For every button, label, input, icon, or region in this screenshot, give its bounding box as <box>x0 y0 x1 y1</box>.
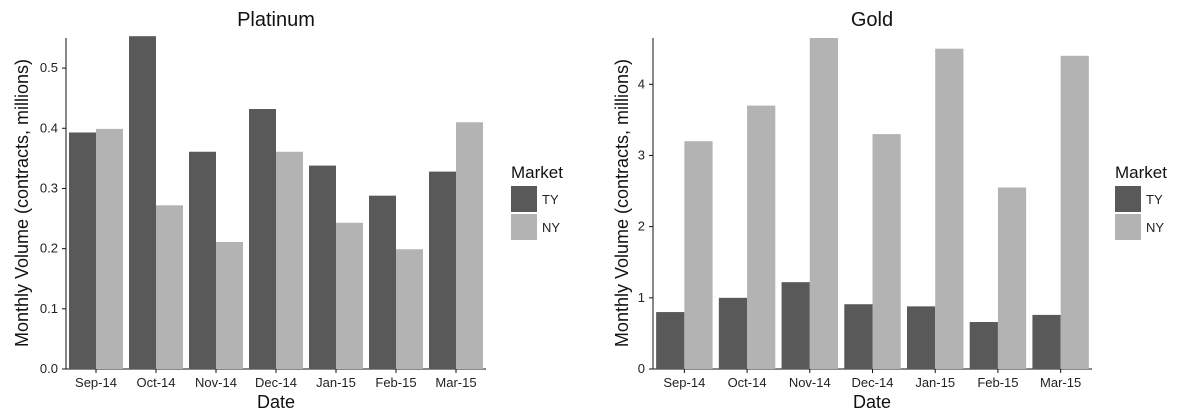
gold-panel: Gold 0 1 2 3 4 Sep-14 Oct-14 Nov-14 Dec-14 Jan-15 F… <box>612 9 1167 412</box>
platinum-x-tick-label: Feb-15 <box>375 375 416 390</box>
gold-y-axis-title: Monthly Volume (contracts, millions) <box>612 59 632 347</box>
platinum-x-axis-title: Date <box>257 392 295 412</box>
gold-bar-ty-mar-15 <box>1032 314 1061 369</box>
platinum-x-tick-label: Oct-14 <box>136 375 175 390</box>
platinum-bar-ty-jan-15 <box>309 165 336 369</box>
platinum-bar-ty-feb-15 <box>369 195 396 369</box>
gold-bar-ny-jan-15 <box>935 48 964 369</box>
gold-x-tick-label: Nov-14 <box>789 375 831 390</box>
gold-bar-ty-jan-15 <box>906 306 936 369</box>
platinum-bar-ty-mar-15 <box>429 171 456 369</box>
gold-x-tick-label: Dec-14 <box>852 375 894 390</box>
platinum-bar-ny-nov-14 <box>216 242 243 369</box>
platinum-bar-ny-feb-15 <box>396 249 423 369</box>
gold-legend-swatch-ny <box>1115 214 1141 240</box>
platinum-y-tick-label: 0.3 <box>40 180 58 195</box>
gold-legend-title: Market <box>1115 163 1167 182</box>
platinum-x-tick-label: Jan-15 <box>316 375 356 390</box>
gold-bar-ny-nov-14 <box>809 38 839 369</box>
gold-x-tick-label: Jan-15 <box>915 375 955 390</box>
platinum-bar-ny-mar-15 <box>456 122 483 369</box>
platinum-bar-ty-sep-14 <box>69 132 96 369</box>
platinum-x-tick-label: Nov-14 <box>195 375 237 390</box>
gold-bar-ny-oct-14 <box>747 105 776 369</box>
gold-y-tick-label: 0 <box>638 361 645 376</box>
platinum-bar-ty-dec-14 <box>249 109 276 370</box>
platinum-legend-label-ny: NY <box>542 220 560 235</box>
platinum-y-tick-label: 0.2 <box>40 241 58 256</box>
gold-bar-ty-oct-14 <box>718 297 748 369</box>
gold-bar-ty-feb-15 <box>969 322 998 369</box>
gold-legend-label-ty: TY <box>1146 192 1163 207</box>
platinum-legend-title: Market <box>511 163 563 182</box>
platinum-y-axis-title: Monthly Volume (contracts, millions) <box>12 59 32 347</box>
gold-bar-ny-mar-15 <box>1060 55 1089 369</box>
platinum-chart-title: Platinum <box>237 9 315 31</box>
platinum-bar-ny-sep-14 <box>96 128 123 369</box>
gold-legend-label-ny: NY <box>1146 220 1164 235</box>
platinum-bar-ny-oct-14 <box>156 205 183 369</box>
platinum-bar-ny-dec-14 <box>276 151 303 369</box>
platinum-y-tick-label: 0.1 <box>40 301 58 316</box>
gold-bar-ty-sep-14 <box>656 312 685 369</box>
gold-bar-ny-sep-14 <box>684 141 713 369</box>
platinum-bar-ny-jan-15 <box>336 222 363 369</box>
gold-x-tick-label: Oct-14 <box>728 375 767 390</box>
gold-bar-ny-feb-15 <box>997 187 1027 369</box>
gold-bar-ty-nov-14 <box>781 282 810 369</box>
platinum-legend-swatch-ny <box>511 214 537 240</box>
gold-bar-ty-dec-14 <box>844 304 873 369</box>
gold-bar-ny-dec-14 <box>872 134 901 369</box>
gold-y-tick-label: 3 <box>638 147 645 162</box>
platinum-legend-label-ty: TY <box>542 192 559 207</box>
gold-y-tick-label: 1 <box>638 290 645 305</box>
platinum-x-tick-label: Sep-14 <box>75 375 117 390</box>
platinum-y-tick-label: 0.4 <box>40 120 58 135</box>
gold-x-tick-label: Feb-15 <box>977 375 1018 390</box>
platinum-x-tick-label: Mar-15 <box>435 375 476 390</box>
gold-x-tick-label: Mar-15 <box>1040 375 1081 390</box>
gold-y-tick-label: 4 <box>638 76 645 91</box>
platinum-bar-ty-oct-14 <box>129 36 156 369</box>
gold-x-tick-label: Sep-14 <box>663 375 705 390</box>
platinum-y-tick-label: 0.0 <box>40 361 58 376</box>
gold-x-axis-title: Date <box>853 392 891 412</box>
gold-y-tick-label: 2 <box>638 219 645 234</box>
platinum-bar-ty-nov-14 <box>189 151 216 369</box>
platinum-x-tick-label: Dec-14 <box>255 375 297 390</box>
platinum-panel: Platinum 0.0 0.1 0.2 0.3 0.4 0.5 Sep-14 Oct-14 No… <box>12 9 563 412</box>
gold-legend-swatch-ty <box>1115 186 1141 212</box>
platinum-legend-swatch-ty <box>511 186 537 212</box>
gold-chart-title: Gold <box>851 9 893 31</box>
platinum-y-tick-label: 0.5 <box>40 60 58 75</box>
